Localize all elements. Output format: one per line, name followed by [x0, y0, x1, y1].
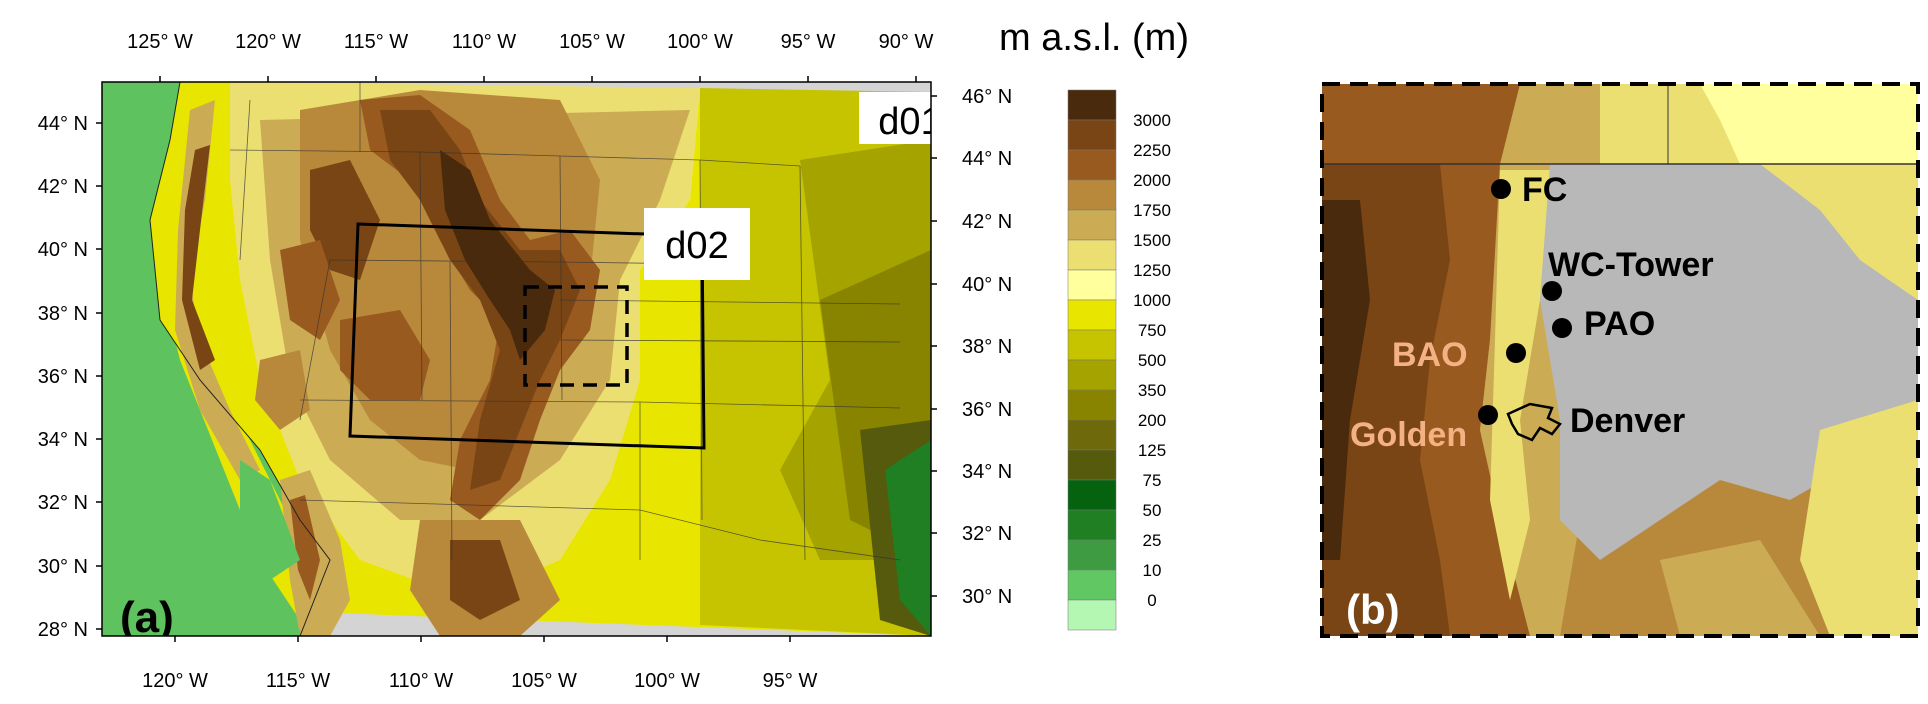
- colorbar-level-label: 0: [1147, 591, 1156, 610]
- colorbar-level-label: 1250: [1133, 261, 1171, 280]
- colorbar-swatch: [1067, 179, 1117, 211]
- right-lat-label: 42° N: [962, 211, 1012, 233]
- panel-b-frame: [1320, 82, 1920, 638]
- left-lat-label: 30° N: [38, 556, 88, 578]
- right-lat-label: 38° N: [962, 336, 1012, 358]
- colorbar-level-label: 500: [1138, 351, 1166, 370]
- colorbar-swatch: [1067, 479, 1117, 511]
- bottom-lon-label: 120° W: [142, 670, 208, 692]
- site-label-fc: FC: [1522, 171, 1567, 209]
- bottom-lon-label: 105° W: [511, 670, 577, 692]
- colorbar-swatch: [1067, 569, 1117, 601]
- site-label-bao: BAO: [1392, 336, 1468, 374]
- colorbar-swatch: [1067, 209, 1117, 241]
- d02-label-box: [644, 208, 750, 280]
- colorbar-level-label: 350: [1138, 381, 1166, 400]
- right-lat-label: 34° N: [962, 461, 1012, 483]
- colorbar-swatch: [1067, 449, 1117, 481]
- colorbar-swatch: [1067, 89, 1117, 121]
- colorbar-swatch: [1067, 509, 1117, 541]
- colorbar-level-label: 1000: [1133, 291, 1171, 310]
- left-lat-label: 28° N: [38, 619, 88, 641]
- right-lat-label: 46° N: [962, 86, 1012, 108]
- colorbar-level-label: 750: [1138, 321, 1166, 340]
- denver-boundary: [1506, 402, 1562, 442]
- bottom-lon-label: 110° W: [389, 670, 453, 692]
- colorbar-swatch: [1067, 239, 1117, 271]
- site-label-pao: PAO: [1584, 305, 1655, 343]
- colorbar-swatch: [1067, 329, 1117, 361]
- panel-b-map: FC WC-Tower PAO BAO Golden Denver (b): [1320, 82, 1920, 638]
- colorbar-level-label: 200: [1138, 411, 1166, 430]
- d03-domain-box: [523, 285, 629, 387]
- left-lat-label: 38° N: [38, 303, 88, 325]
- colorbar-labels: 3000225020001750150012501000750500350200…: [1133, 111, 1171, 610]
- bottom-lon-label: 95° W: [763, 670, 818, 692]
- left-lat-label: 44° N: [38, 113, 88, 135]
- top-lon-label: 120° W: [235, 31, 301, 53]
- colorbar-level-label: 25: [1143, 531, 1162, 550]
- site-label-golden: Golden: [1350, 416, 1467, 454]
- d01-label-box: [859, 92, 931, 144]
- colorbar-swatch: [1067, 149, 1117, 181]
- colorbar-level-label: 125: [1138, 441, 1166, 460]
- panel-a-map: d02 d01 (a): [101, 81, 941, 642]
- site-label-denver: Denver: [1570, 402, 1685, 440]
- colorbar-swatch: [1067, 269, 1117, 301]
- top-lon-label: 125° W: [127, 31, 193, 53]
- site-label-wc-tower: WC-Tower: [1548, 246, 1714, 284]
- colorbar-swatch: [1067, 599, 1117, 631]
- colorbar-level-label: 1500: [1133, 231, 1171, 250]
- site-marker-bao: [1506, 343, 1526, 363]
- d01-label: d01: [878, 101, 941, 143]
- bottom-lon-label: 115° W: [266, 670, 330, 692]
- colorbar-level-label: 2000: [1133, 171, 1171, 190]
- d02-domain-box: [348, 222, 706, 450]
- d02-label: d02: [665, 225, 728, 267]
- top-lon-label: 100° W: [667, 31, 733, 53]
- left-lat-label: 36° N: [38, 366, 88, 388]
- site-marker-wc-tower: [1542, 281, 1562, 301]
- left-lat-label: 42° N: [38, 176, 88, 198]
- colorbar-swatch: [1067, 419, 1117, 451]
- top-lon-label: 105° W: [559, 31, 625, 53]
- axis-ticks: [96, 76, 937, 642]
- colorbar: [1067, 89, 1117, 631]
- colorbar-swatch: [1067, 389, 1117, 421]
- panel-a-frame: [101, 81, 932, 637]
- panel-a-label: (a): [120, 593, 174, 642]
- bottom-lon-label: 100° W: [634, 670, 700, 692]
- colorbar-swatch: [1067, 539, 1117, 571]
- panel-b-label: (b): [1346, 586, 1400, 633]
- site-marker-fc: [1491, 179, 1511, 199]
- colorbar-level-label: 50: [1143, 501, 1162, 520]
- top-lon-label: 90° W: [879, 31, 934, 53]
- colorbar-level-label: 3000: [1133, 111, 1171, 130]
- right-lat-label: 32° N: [962, 523, 1012, 545]
- colorbar-title: m a.s.l. (m): [999, 17, 1189, 59]
- colorbar-level-label: 1750: [1133, 201, 1171, 220]
- colorbar-level-label: 10: [1143, 561, 1162, 580]
- left-lat-label: 34° N: [38, 429, 88, 451]
- site-marker-golden: [1478, 405, 1498, 425]
- top-lon-label: 95° W: [781, 31, 836, 53]
- site-marker-pao: [1552, 318, 1572, 338]
- colorbar-swatch: [1067, 119, 1117, 151]
- colorbar-swatch: [1067, 359, 1117, 391]
- colorbar-swatch: [1067, 299, 1117, 331]
- left-lat-label: 40° N: [38, 239, 88, 261]
- top-lon-label: 115° W: [344, 31, 408, 53]
- colorbar-level-label: 75: [1143, 471, 1162, 490]
- right-lat-label: 30° N: [962, 586, 1012, 608]
- left-lat-label: 32° N: [38, 492, 88, 514]
- colorbar-level-label: 2250: [1133, 141, 1171, 160]
- top-lon-label: 110° W: [452, 31, 516, 53]
- right-lat-label: 44° N: [962, 148, 1012, 170]
- right-lat-label: 36° N: [962, 399, 1012, 421]
- right-lat-label: 40° N: [962, 274, 1012, 296]
